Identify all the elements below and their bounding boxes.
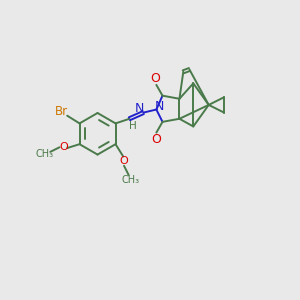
Text: N: N [155,100,164,113]
Text: O: O [150,72,160,85]
Text: O: O [60,142,68,152]
Text: CH₃: CH₃ [122,176,140,185]
Text: CH₃: CH₃ [35,149,53,159]
Text: O: O [152,133,161,146]
Text: O: O [120,156,128,166]
Text: H: H [129,121,137,131]
Text: Br: Br [55,105,68,118]
Text: N: N [135,102,144,115]
